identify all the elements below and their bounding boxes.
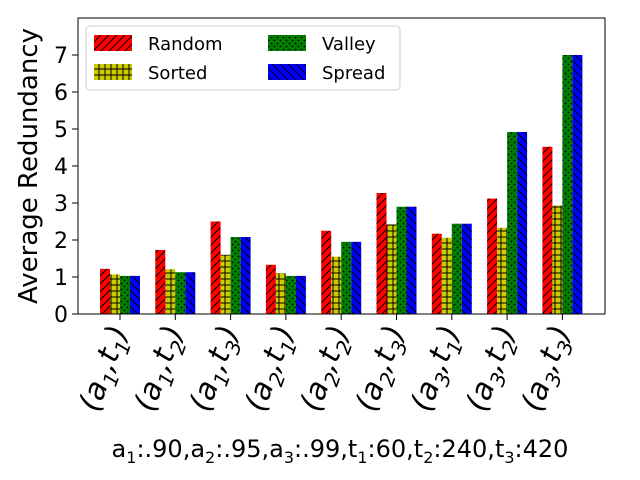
y-tick-label: 2 <box>54 229 68 254</box>
bar-sorted-0 <box>110 274 120 314</box>
y-tick-label: 5 <box>54 118 68 143</box>
bar-valley-8 <box>562 55 573 314</box>
bar-valley-7 <box>507 131 518 314</box>
bar-spread-2 <box>240 237 251 314</box>
bar-sorted-5 <box>386 224 397 314</box>
bar-random-7 <box>487 198 498 314</box>
legend-label-random: Random <box>148 34 223 55</box>
bar-valley-0 <box>120 275 130 314</box>
bar-random-1 <box>155 249 166 314</box>
bar-sorted-7 <box>497 227 508 314</box>
legend-box <box>85 25 401 91</box>
bar-random-0 <box>100 268 110 314</box>
y-axis-label: Average Redundancy <box>14 28 44 304</box>
bar-spread-3 <box>295 275 306 314</box>
legend: Random Sorted Valley Spread <box>85 25 401 91</box>
y-tick-label: 1 <box>54 266 68 291</box>
legend-swatch-sorted <box>94 64 132 80</box>
bar-random-2 <box>210 221 221 314</box>
bar-spread-7 <box>517 131 528 314</box>
legend-label-valley: Valley <box>322 34 376 55</box>
bar-sorted-3 <box>275 273 286 314</box>
bar-random-4 <box>321 230 332 314</box>
bar-valley-3 <box>285 275 296 314</box>
bar-valley-2 <box>230 237 241 314</box>
bar-spread-5 <box>406 206 417 314</box>
bar-spread-8 <box>572 55 583 314</box>
bar-spread-0 <box>130 275 140 314</box>
legend-swatch-valley <box>268 35 306 51</box>
legend-label-sorted: Sorted <box>148 63 207 84</box>
bar-valley-5 <box>396 206 407 314</box>
bar-spread-6 <box>461 223 472 314</box>
bars-layer <box>100 55 583 314</box>
bar-sorted-4 <box>331 256 342 314</box>
bar-sorted-1 <box>165 269 176 314</box>
legend-swatch-random <box>94 35 132 51</box>
y-tick-label: 7 <box>54 44 68 69</box>
bar-random-5 <box>376 193 387 314</box>
y-tick-label: 0 <box>54 303 68 328</box>
x-tick-label: (a3,t3) <box>515 321 583 418</box>
x-axis-label: a1:.90,a2:.95,a3:.99,t1:60,t2:240,t3:420 <box>112 435 569 467</box>
bar-spread-1 <box>185 272 196 314</box>
bar-sorted-2 <box>220 254 231 314</box>
bar-sorted-8 <box>552 205 563 314</box>
bar-spread-4 <box>351 241 362 314</box>
x-axis: (a1,t1)(a1,t2)(a1,t3)(a2,t1)(a2,t2)(a2,t… <box>72 314 583 418</box>
x-tick-label: (a2,t2) <box>294 321 362 418</box>
bar-valley-6 <box>451 223 462 314</box>
y-tick-label: 4 <box>54 155 68 180</box>
bar-random-8 <box>542 146 553 314</box>
bar-random-6 <box>431 233 442 314</box>
legend-label-spread: Spread <box>322 63 385 84</box>
legend-swatch-spread <box>268 64 306 80</box>
y-tick-label: 3 <box>54 192 68 217</box>
y-tick-label: 6 <box>54 81 68 106</box>
bar-valley-1 <box>175 272 186 314</box>
bar-valley-4 <box>341 241 352 314</box>
bar-random-3 <box>265 264 276 314</box>
bar-sorted-6 <box>441 237 452 314</box>
y-axis: 0 1 2 3 4 5 6 7 <box>54 44 78 328</box>
